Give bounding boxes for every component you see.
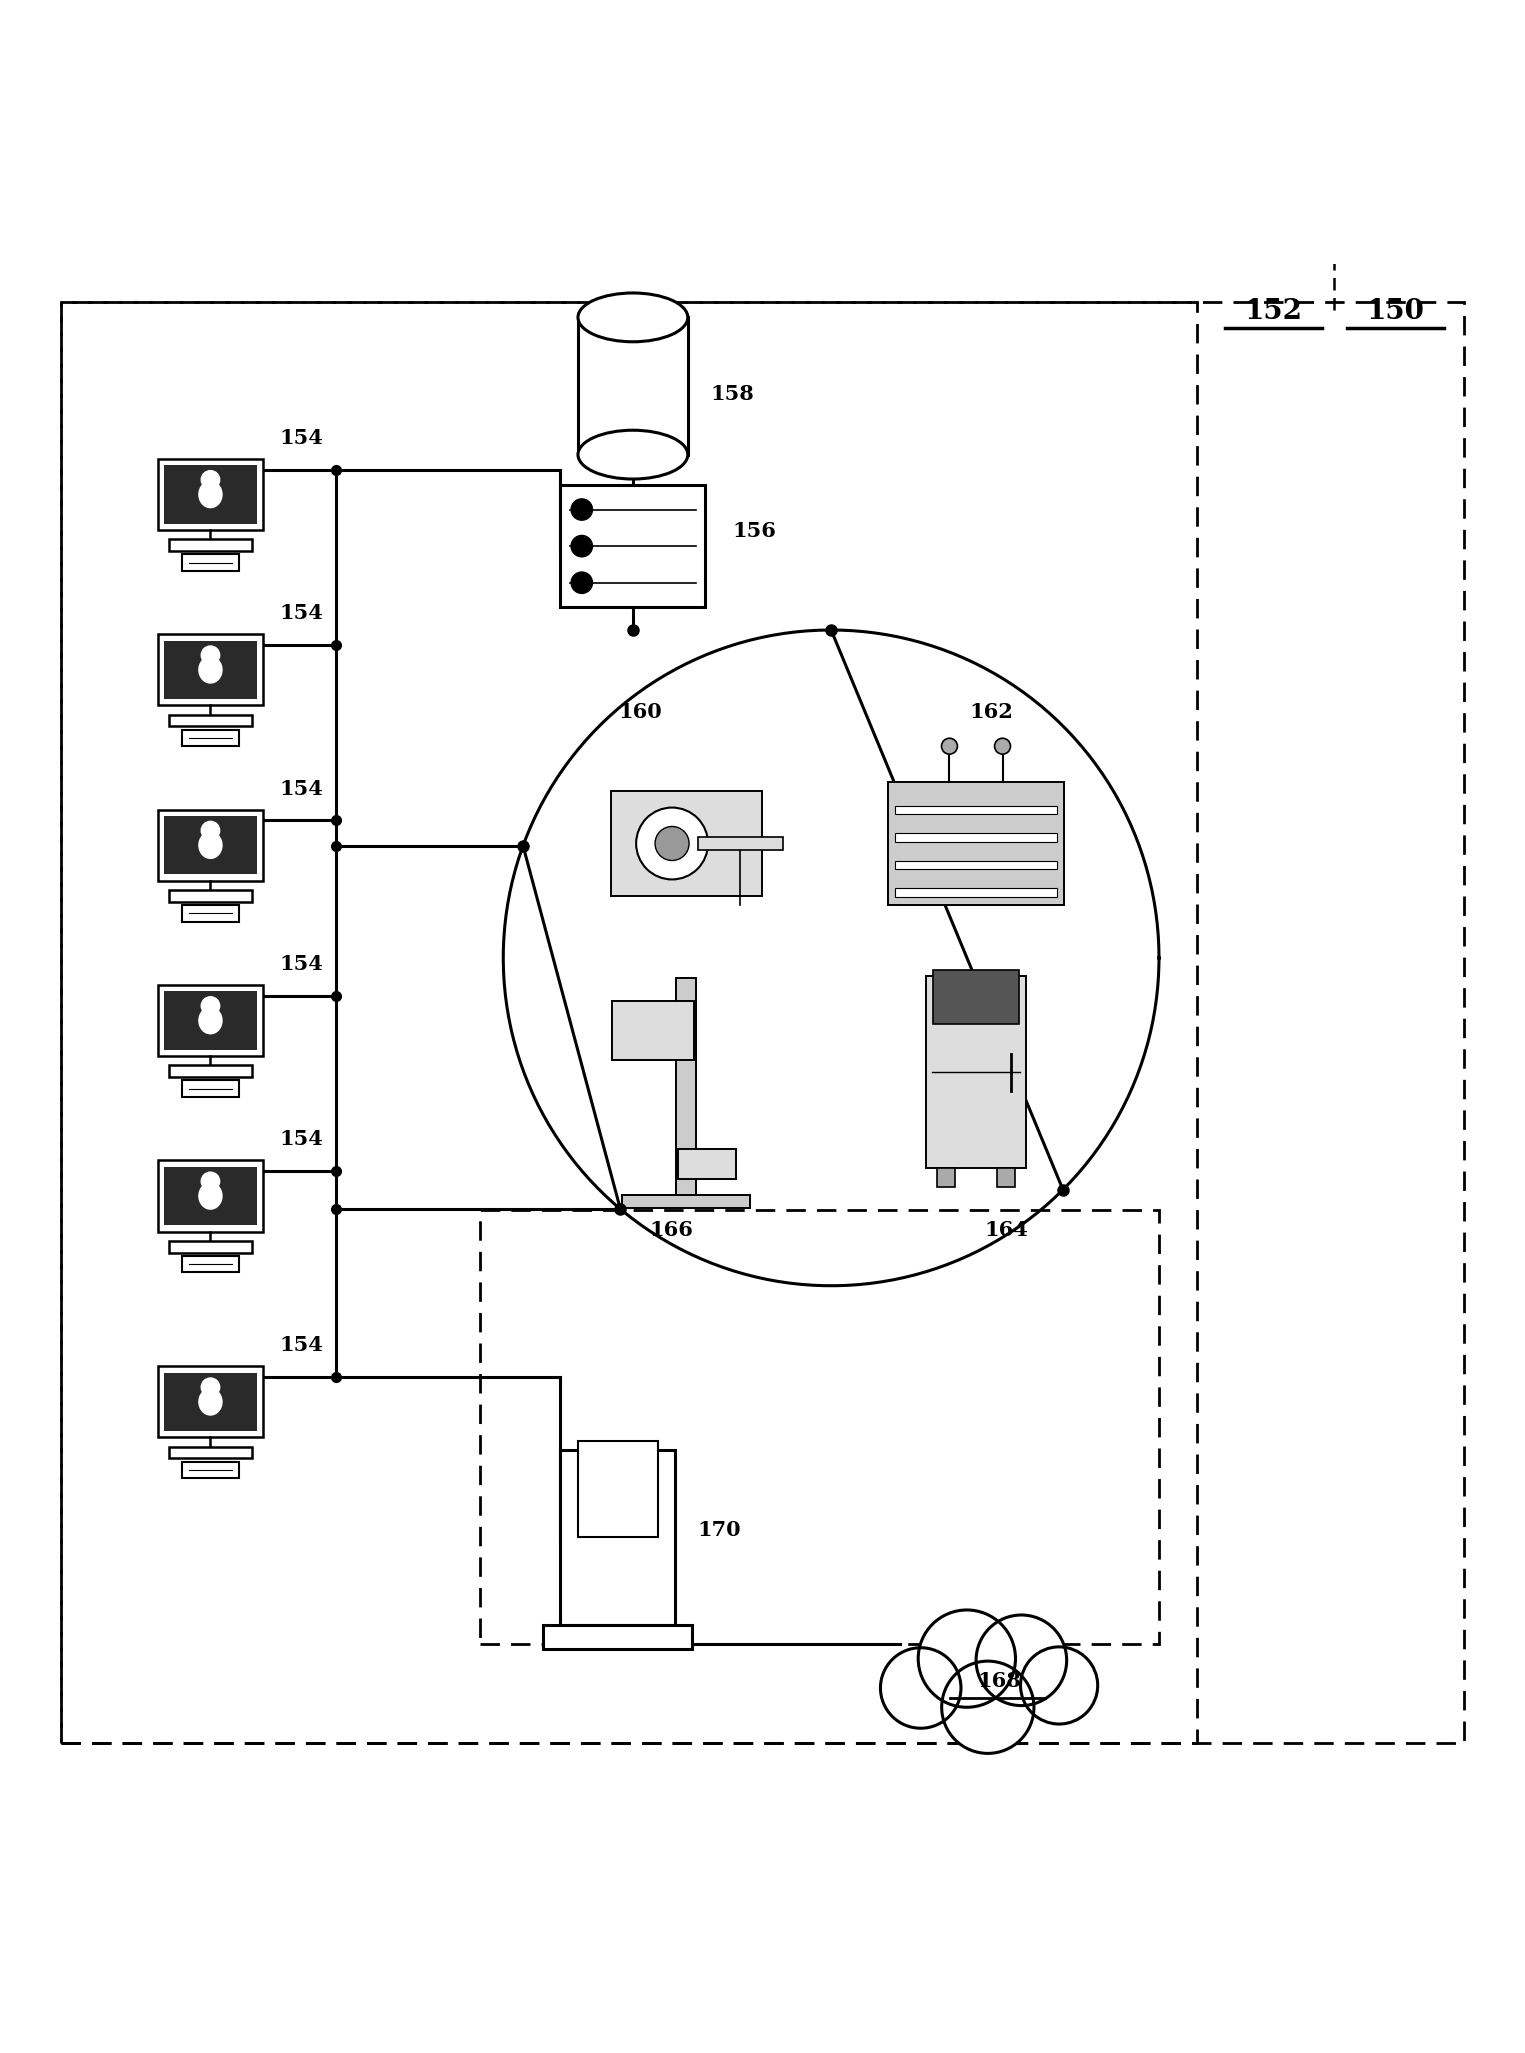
FancyBboxPatch shape: [895, 860, 1057, 868]
Circle shape: [1020, 1647, 1098, 1725]
Circle shape: [572, 573, 592, 593]
FancyBboxPatch shape: [169, 714, 253, 727]
FancyBboxPatch shape: [165, 641, 256, 700]
Circle shape: [636, 807, 708, 879]
FancyBboxPatch shape: [561, 485, 705, 608]
Circle shape: [994, 739, 1011, 753]
FancyBboxPatch shape: [165, 1373, 256, 1431]
FancyBboxPatch shape: [169, 1240, 253, 1252]
Text: 168: 168: [978, 1671, 1020, 1692]
Circle shape: [201, 1172, 220, 1191]
FancyBboxPatch shape: [578, 318, 688, 454]
FancyBboxPatch shape: [895, 834, 1057, 842]
Text: 154: 154: [279, 604, 323, 624]
Text: 160: 160: [619, 702, 662, 721]
Text: 154: 154: [279, 1334, 323, 1355]
Text: 152: 152: [1244, 298, 1302, 324]
FancyBboxPatch shape: [997, 1168, 1016, 1187]
FancyBboxPatch shape: [169, 540, 253, 550]
Circle shape: [201, 470, 220, 489]
Ellipse shape: [578, 431, 688, 478]
Text: 154: 154: [279, 1129, 323, 1150]
FancyBboxPatch shape: [165, 992, 256, 1049]
FancyBboxPatch shape: [165, 815, 256, 875]
FancyBboxPatch shape: [181, 905, 239, 922]
FancyBboxPatch shape: [622, 1195, 750, 1209]
Bar: [480, 1209, 1159, 1644]
Circle shape: [942, 1661, 1034, 1753]
Text: 158: 158: [711, 384, 755, 404]
FancyBboxPatch shape: [578, 1441, 657, 1538]
FancyBboxPatch shape: [610, 792, 762, 895]
Circle shape: [918, 1610, 1016, 1708]
FancyBboxPatch shape: [888, 782, 1064, 905]
Circle shape: [201, 821, 220, 840]
FancyBboxPatch shape: [697, 838, 782, 850]
FancyBboxPatch shape: [561, 1449, 676, 1626]
Ellipse shape: [198, 1388, 223, 1415]
FancyBboxPatch shape: [679, 1150, 735, 1178]
Circle shape: [656, 827, 689, 860]
Circle shape: [941, 739, 958, 753]
Text: 154: 154: [279, 778, 323, 799]
FancyBboxPatch shape: [181, 1080, 239, 1096]
Circle shape: [572, 499, 592, 519]
Text: 162: 162: [970, 702, 1013, 721]
Text: 156: 156: [732, 521, 776, 540]
FancyBboxPatch shape: [169, 1447, 253, 1458]
Circle shape: [880, 1649, 961, 1729]
FancyBboxPatch shape: [181, 1256, 239, 1273]
FancyBboxPatch shape: [159, 809, 262, 881]
Text: 154: 154: [279, 955, 323, 973]
FancyBboxPatch shape: [895, 805, 1057, 815]
FancyBboxPatch shape: [169, 1066, 253, 1078]
FancyBboxPatch shape: [543, 1626, 692, 1649]
Ellipse shape: [198, 1183, 223, 1209]
FancyBboxPatch shape: [165, 1166, 256, 1226]
FancyBboxPatch shape: [895, 889, 1057, 897]
FancyBboxPatch shape: [936, 1168, 955, 1187]
Ellipse shape: [198, 1008, 223, 1035]
Text: 150: 150: [1366, 298, 1424, 324]
Bar: [61, 302, 1197, 1743]
Circle shape: [572, 536, 592, 556]
FancyBboxPatch shape: [933, 971, 1019, 1024]
FancyBboxPatch shape: [159, 1365, 262, 1437]
Ellipse shape: [198, 480, 223, 507]
Circle shape: [201, 998, 220, 1014]
FancyBboxPatch shape: [612, 1000, 694, 1059]
FancyBboxPatch shape: [926, 975, 1026, 1168]
Text: 170: 170: [698, 1519, 741, 1540]
FancyBboxPatch shape: [676, 977, 697, 1197]
FancyBboxPatch shape: [159, 985, 262, 1055]
Circle shape: [201, 1378, 220, 1396]
FancyBboxPatch shape: [169, 891, 253, 901]
Circle shape: [201, 647, 220, 665]
Text: 154: 154: [279, 427, 323, 448]
FancyBboxPatch shape: [181, 1462, 239, 1478]
FancyBboxPatch shape: [159, 634, 262, 706]
Ellipse shape: [198, 831, 223, 858]
Text: 164: 164: [985, 1219, 1028, 1240]
FancyBboxPatch shape: [181, 554, 239, 571]
Ellipse shape: [578, 294, 688, 341]
Circle shape: [976, 1616, 1066, 1706]
FancyBboxPatch shape: [181, 729, 239, 747]
Text: 166: 166: [650, 1219, 692, 1240]
FancyBboxPatch shape: [165, 466, 256, 524]
FancyBboxPatch shape: [159, 458, 262, 530]
FancyBboxPatch shape: [159, 1160, 262, 1232]
Ellipse shape: [198, 657, 223, 684]
